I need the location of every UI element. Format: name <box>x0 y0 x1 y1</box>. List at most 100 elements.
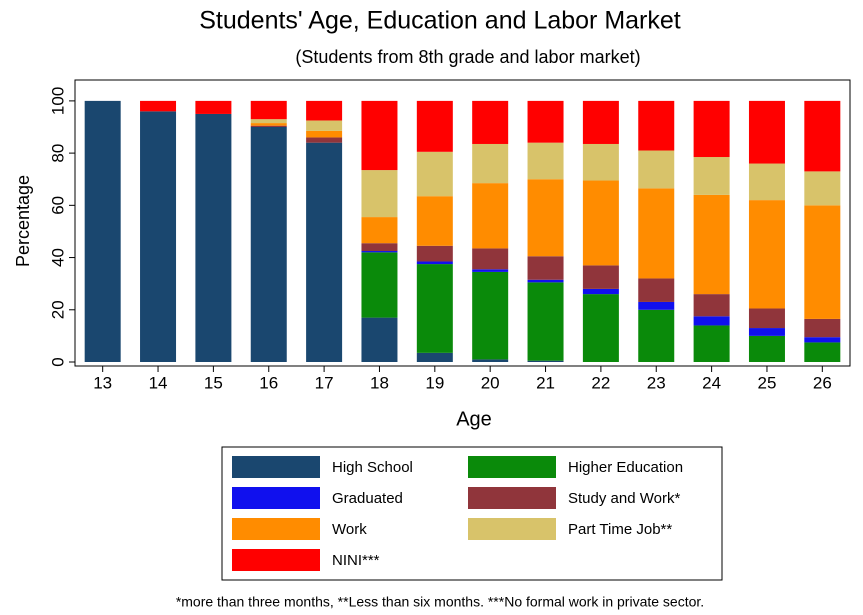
bar-segment <box>748 163 785 201</box>
bar-segment <box>527 179 564 257</box>
bar-segment <box>748 100 785 164</box>
bar-segment <box>582 100 619 144</box>
x-tick-label: 25 <box>758 373 777 392</box>
bar-segment <box>472 183 509 249</box>
bar-segment <box>250 119 287 124</box>
bar-segment <box>804 100 841 172</box>
bar-segment <box>693 294 730 317</box>
bar-segment <box>638 309 675 362</box>
legend-label: Graduated <box>332 490 403 507</box>
x-tick-label: 13 <box>93 373 112 392</box>
bar-segment <box>361 243 398 252</box>
bar-segment <box>527 100 564 143</box>
bar-segment <box>472 269 509 272</box>
bar-segment <box>472 143 509 184</box>
legend-swatch <box>468 456 556 478</box>
bar-segment <box>472 100 509 144</box>
bar-segment <box>472 271 509 360</box>
bar-segment <box>306 130 343 138</box>
bar-segment <box>361 170 398 218</box>
bar-segment <box>416 151 453 197</box>
bar-segment <box>250 123 287 126</box>
x-tick-label: 22 <box>591 373 610 392</box>
bar-segment <box>416 100 453 152</box>
bar-segment <box>693 157 730 195</box>
legend-swatch <box>468 518 556 540</box>
plot-frame <box>74 79 851 367</box>
footnote: *more than three months, **Less than six… <box>176 594 704 610</box>
legend-label: Higher Education <box>568 459 683 476</box>
bar-segment <box>693 316 730 326</box>
bar-segment <box>361 217 398 244</box>
bar-segment <box>306 142 343 362</box>
x-tick-label: 14 <box>149 373 168 392</box>
bar-segment <box>416 261 453 265</box>
legend-label: High School <box>332 459 413 476</box>
x-tick-label: 17 <box>315 373 334 392</box>
bar-segment <box>582 180 619 266</box>
bar-segment <box>748 200 785 309</box>
bar-segment <box>472 248 509 270</box>
bar-segment <box>693 100 730 158</box>
x-tick-label: 26 <box>813 373 832 392</box>
bar-segment <box>527 256 564 280</box>
bar-segment <box>638 278 675 302</box>
bar-segment <box>527 142 564 180</box>
y-tick-label: 0 <box>48 357 67 366</box>
legend-swatch <box>232 518 320 540</box>
chart-title: Students' Age, Education and Labor Marke… <box>199 7 681 35</box>
bar-segment <box>804 337 841 343</box>
x-tick-label: 24 <box>702 373 721 392</box>
x-tick-label: 15 <box>204 373 223 392</box>
x-tick-label: 18 <box>370 373 389 392</box>
legend-label: Work <box>332 521 367 538</box>
legend-swatch <box>232 456 320 478</box>
bar-segment <box>748 328 785 336</box>
bar-segment <box>582 288 619 295</box>
x-axis-label: Age <box>456 408 492 430</box>
x-tick-label: 21 <box>536 373 555 392</box>
bar-segment <box>140 100 177 112</box>
y-tick-label: 40 <box>48 248 67 267</box>
bar-segment <box>195 100 232 114</box>
bar-segment <box>527 279 564 283</box>
bar-segment <box>140 111 177 362</box>
bar-segment <box>306 137 343 143</box>
bar-segment <box>748 335 785 362</box>
bar-segment <box>361 317 398 362</box>
bar-segment <box>416 245 453 262</box>
bar-segment <box>306 100 343 121</box>
bar-segment <box>416 352 453 362</box>
bar-segment <box>416 264 453 353</box>
y-tick-label: 60 <box>48 196 67 215</box>
y-axis-label: Percentage <box>13 175 33 267</box>
bar-segment <box>361 100 398 171</box>
legend-label: Part Time Job** <box>568 521 672 538</box>
bar-segment <box>527 282 564 361</box>
bar-segment <box>804 342 841 362</box>
bar-segment <box>804 171 841 206</box>
y-tick-label: 20 <box>48 300 67 319</box>
bar-segment <box>84 100 121 362</box>
x-tick-label: 16 <box>259 373 278 392</box>
bar-segment <box>582 294 619 362</box>
legend-swatch <box>232 487 320 509</box>
bar-segment <box>693 194 730 295</box>
bar-segment <box>250 100 287 120</box>
legend-swatch <box>232 549 320 571</box>
chart-subtitle: (Students from 8th grade and labor marke… <box>295 47 640 67</box>
legend-label: NINI*** <box>332 552 380 569</box>
y-tick-label: 100 <box>48 87 67 115</box>
x-tick-label: 20 <box>481 373 500 392</box>
bar-segment <box>638 188 675 279</box>
bar-segment <box>306 120 343 131</box>
bar-segment <box>527 360 564 362</box>
bar-segment <box>250 127 287 362</box>
bar-segment <box>582 143 619 181</box>
legend-swatch <box>468 487 556 509</box>
bar-segment <box>638 150 675 189</box>
bar-segment <box>693 325 730 362</box>
legend-label: Study and Work* <box>568 490 680 507</box>
bar-segment <box>638 301 675 310</box>
